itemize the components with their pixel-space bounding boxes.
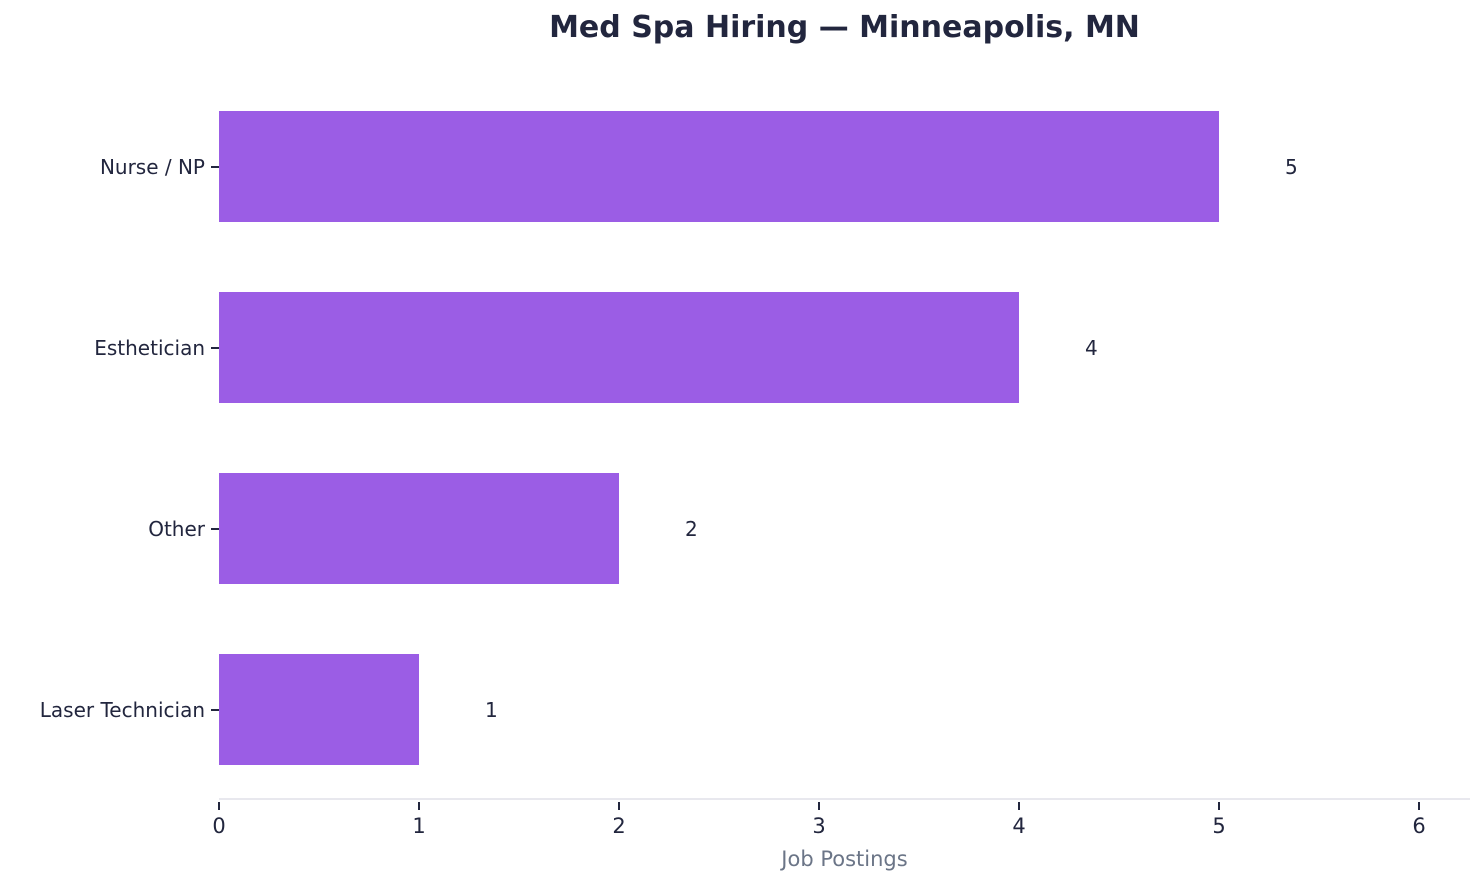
x-tick-mark xyxy=(1218,802,1220,810)
bar-value-label: 4 xyxy=(1085,335,1098,360)
x-tick-mark xyxy=(618,802,620,810)
plot-area: 5 4 2 1 xyxy=(219,76,1470,800)
bar-value-label: 5 xyxy=(1285,154,1298,179)
bar-esthetician xyxy=(219,292,1019,403)
y-tick-mark xyxy=(211,708,219,711)
y-tick-mark xyxy=(211,346,219,349)
x-axis-title: Job Postings xyxy=(781,847,908,871)
y-tick-mark xyxy=(211,527,219,530)
x-tick-mark xyxy=(818,802,820,810)
y-category-label: Esthetician xyxy=(94,335,205,360)
bar-value-label: 1 xyxy=(485,697,498,722)
bar-nurse-np xyxy=(219,111,1219,222)
x-tick-label: 6 xyxy=(1412,814,1426,838)
x-tick-mark xyxy=(1418,802,1420,810)
x-tick-mark xyxy=(418,802,420,810)
x-tick-label: 5 xyxy=(1212,814,1226,838)
x-tick-label: 3 xyxy=(812,814,826,838)
y-category-label: Laser Technician xyxy=(39,697,205,722)
x-tick-label: 1 xyxy=(412,814,426,838)
x-tick-mark xyxy=(1018,802,1020,810)
chart-title: Med Spa Hiring — Minneapolis, MN xyxy=(549,10,1140,45)
bar-laser-technician xyxy=(219,654,419,765)
y-tick-mark xyxy=(211,165,219,168)
y-category-label: Other xyxy=(148,516,205,541)
x-tick-mark xyxy=(218,802,220,810)
x-tick-label: 4 xyxy=(1012,814,1026,838)
x-tick-label: 0 xyxy=(212,814,226,838)
x-axis: 0 1 2 3 4 5 6 xyxy=(212,800,1470,850)
y-category-label: Nurse / NP xyxy=(99,154,205,179)
x-tick-label: 2 xyxy=(612,814,626,838)
bar-other xyxy=(219,473,619,584)
bar-value-label: 2 xyxy=(685,516,698,541)
y-axis-labels: Nurse / NP Esthetician Other Laser Technici… xyxy=(0,76,219,800)
